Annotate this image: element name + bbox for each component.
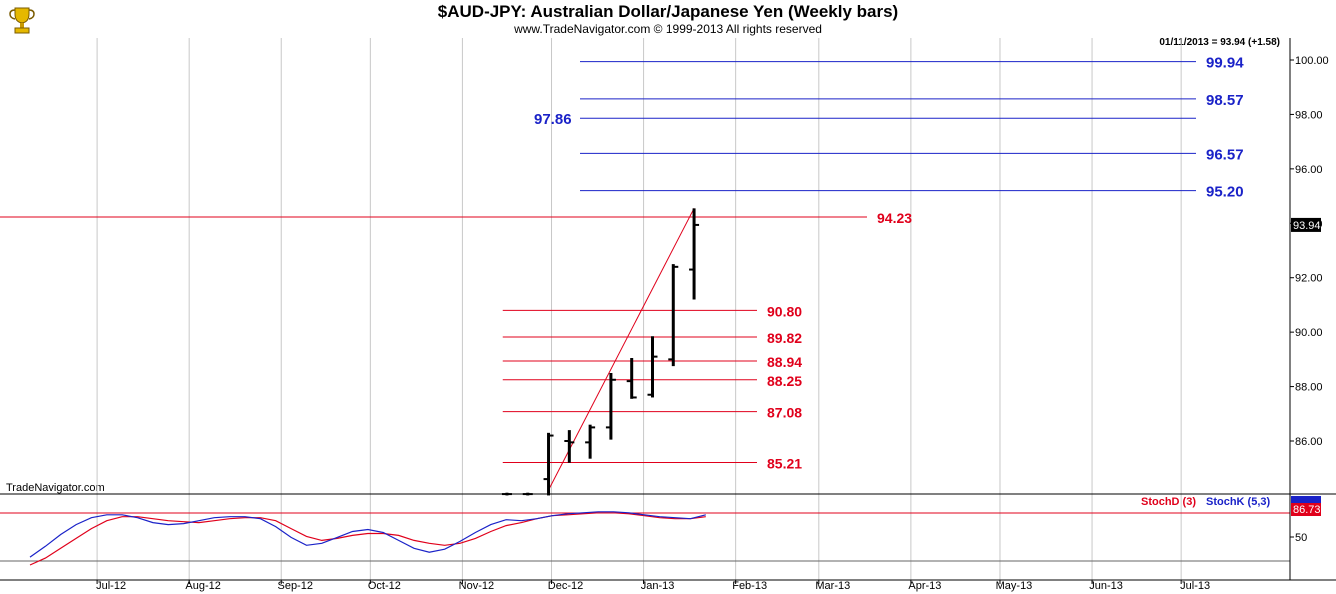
fib-red-label: 88.25 <box>767 373 802 389</box>
last-price-tag-bg <box>1291 217 1321 232</box>
price-tick-label: 92.00 <box>1295 273 1323 285</box>
ohlc-bar <box>689 208 700 300</box>
month-tick-label: Nov-12 <box>459 580 494 592</box>
month-tick-label: Jul-12 <box>96 580 126 592</box>
stochd-last-tag: 86.73 <box>1293 504 1321 516</box>
month-tick-label: Dec-12 <box>548 580 583 592</box>
last-price-tag: 93.94 <box>1293 220 1321 232</box>
ohlc-bar <box>585 424 596 459</box>
fib-blue-label: 98.57 <box>1206 92 1244 109</box>
ohlc-bar <box>626 357 637 399</box>
month-tick-label: Mar-13 <box>815 580 850 592</box>
fib-blue-label: 95.20 <box>1206 184 1244 201</box>
month-tick-label: Jul-13 <box>1180 580 1210 592</box>
stochd-line <box>29 512 706 566</box>
fib-blue-label: 99.94 <box>1206 55 1244 72</box>
stochk-line <box>29 511 706 558</box>
price-tick-label: 96.00 <box>1295 164 1323 176</box>
stochk-tag-bg <box>1291 496 1321 504</box>
price-tick-label: 88.00 <box>1295 382 1323 394</box>
price-tick-label: 86.00 <box>1295 436 1323 448</box>
ohlc-bar <box>668 264 679 367</box>
stochd-tag-bg <box>1291 503 1321 516</box>
fib-red-label: 85.21 <box>767 455 802 471</box>
fibonacci-levels: 94.23 90.80 89.82 88.94 88.25 87.08 85.21 99.94… <box>0 55 1244 471</box>
fib-red-label: 87.08 <box>767 405 802 421</box>
grid-layer <box>96 38 1182 580</box>
chart-title: $AUD-JPY: Australian Dollar/Japanese Yen… <box>437 2 899 21</box>
fib-red-label: 90.80 <box>767 303 802 319</box>
osc-tick-label: 50 <box>1295 532 1307 544</box>
month-tick-label: Oct-12 <box>368 580 401 592</box>
month-tick-label: Sep-12 <box>277 580 312 592</box>
fib-blue-label: 96.57 <box>1206 146 1244 163</box>
stochd-legend: StochD (3) <box>1141 496 1196 508</box>
month-tick-label: Jan-13 <box>641 580 675 592</box>
trophy-logo-icon <box>9 7 35 34</box>
price-tick-label: 90.00 <box>1295 327 1323 339</box>
month-tick-label: Aug-12 <box>185 580 220 592</box>
stochastic-oscillator <box>0 511 1290 566</box>
month-tick-label: Feb-13 <box>732 580 767 592</box>
fib-blue-label: 97.86 <box>534 111 572 128</box>
last-price-readout: 01/11/2013 = 93.94 (+1.58) <box>1159 37 1280 48</box>
ohlc-bar <box>564 430 575 463</box>
ohlc-bar <box>543 432 554 496</box>
fib-red-label: 94.23 <box>877 210 912 226</box>
month-tick-label: Jun-13 <box>1089 580 1123 592</box>
copyright-text: www.TradeNavigator.com © 1999-2013 All r… <box>514 22 822 36</box>
price-tick-label: 98.00 <box>1295 109 1323 121</box>
ohlc-bar <box>605 372 616 440</box>
fib-red-label: 88.94 <box>767 354 802 370</box>
fib-red-label: 89.82 <box>767 330 802 346</box>
month-tick-label: Apr-13 <box>908 580 941 592</box>
brand-label: TradeNavigator.com <box>6 482 105 494</box>
price-tick-label: 100.00 <box>1295 55 1329 67</box>
ohlc-bar <box>647 336 658 398</box>
axes: Jul-12 Aug-12 Sep-12 Oct-12 Nov-12 Dec-12 Jan-… <box>0 38 1336 592</box>
ohlc-bars <box>501 208 700 496</box>
month-tick-label: May-13 <box>996 580 1033 592</box>
stochk-legend: StochK (5,3) <box>1206 496 1271 508</box>
